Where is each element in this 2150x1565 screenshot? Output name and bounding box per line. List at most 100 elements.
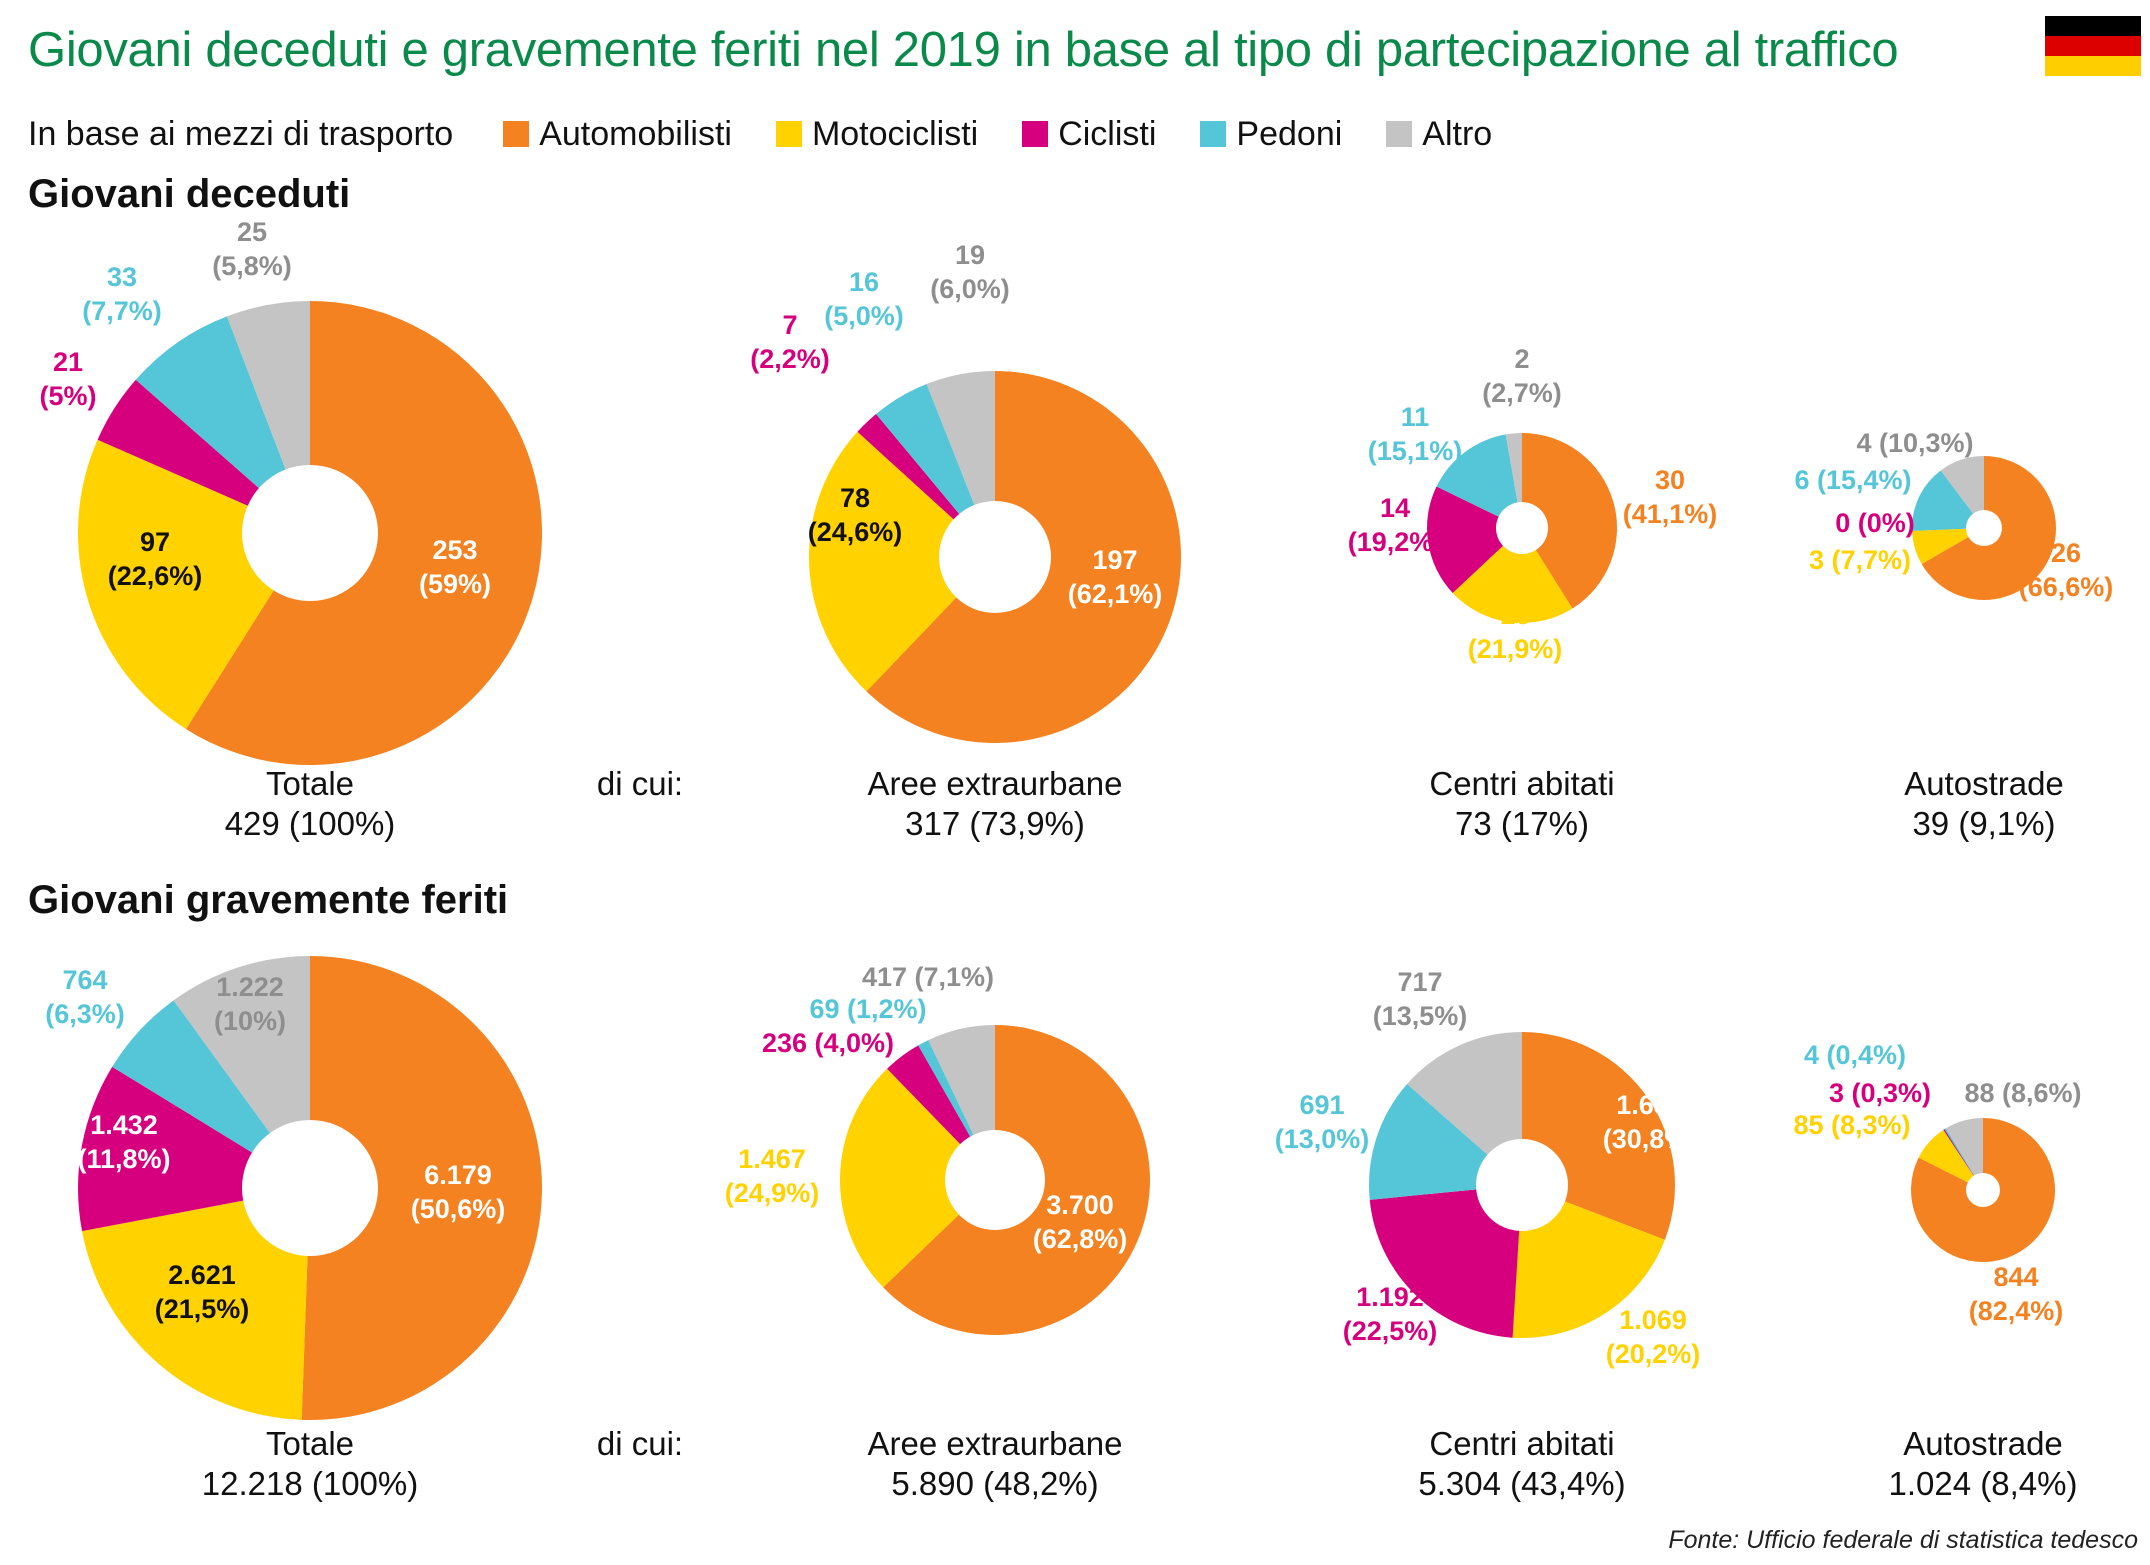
slice-label-line: (5,0%) <box>824 301 904 331</box>
slice-ciclisti <box>1943 1129 1983 1190</box>
slice-label-motociclisti: 16 (21,9%) <box>1468 600 1563 664</box>
chart-total: 1.024 (8,4%) <box>1889 1465 2078 1502</box>
legend-item-automobilisti: Automobilisti <box>503 115 732 154</box>
donut-hole <box>242 465 378 601</box>
chart-total: 5.890 (48,2%) <box>891 1465 1098 1502</box>
slice-altro <box>1940 456 1984 528</box>
slice-label-pedoni: 11 (15,1%) <box>1368 402 1463 466</box>
slice-label-line: (10%) <box>214 1006 286 1036</box>
slice-motociclisti <box>1912 528 1984 564</box>
slice-label-line: (11,8%) <box>77 1144 170 1174</box>
slice-label-line: 19 <box>955 240 985 270</box>
slice-label-line: (19,2%) <box>1348 527 1443 557</box>
slice-label-motociclisti: 85 (8,3%) <box>1793 1110 1910 1140</box>
donut-hole <box>1496 502 1548 554</box>
slice-label-pedoni: 6 (15,4%) <box>1794 465 1911 495</box>
chart-total: 73 (17%) <box>1455 805 1589 842</box>
slice-label-line: 16 <box>1500 600 1530 630</box>
slice-label-altro: 717 (13,5%) <box>1373 967 1468 1031</box>
slice-altro <box>1945 1118 1983 1190</box>
slice-label-line: 197 <box>1092 545 1137 575</box>
slice-label-automobilisti: 3.700 (62,8%) <box>1033 1190 1128 1254</box>
chart-name: Centri abitati <box>1429 765 1614 802</box>
donut-hole <box>939 501 1051 613</box>
legend-item-altro: Altro <box>1386 115 1492 154</box>
slice-label-line: (13,5%) <box>1373 1001 1468 1031</box>
slice-label-line: 85 (8,3%) <box>1793 1110 1910 1140</box>
slice-motociclisti <box>1918 1129 1983 1190</box>
slice-label-line: (22,5%) <box>1343 1316 1438 1346</box>
slice-label-pedoni: 69 (1,2%) <box>809 994 926 1024</box>
slice-label-line: (41,1%) <box>1623 499 1718 529</box>
slice-label-pedoni: 764 (6,3%) <box>45 965 125 1029</box>
slice-motociclisti <box>808 431 995 692</box>
slice-label-line: (13,0%) <box>1275 1124 1370 1154</box>
slice-label-ciclisti: 3 (0,3%) <box>1829 1078 1931 1108</box>
slice-label-line: 97 <box>140 527 170 557</box>
slice-label-line: (15,1%) <box>1368 436 1463 466</box>
slice-label-line: (59%) <box>419 569 491 599</box>
chart-total: 429 (100%) <box>225 805 396 842</box>
slice-label-ciclisti: 7 (2,2%) <box>750 310 830 374</box>
slice-label-line: 417 (7,1%) <box>862 962 994 992</box>
legend-label: Altro <box>1422 114 1493 153</box>
slice-label-line: (5,8%) <box>212 251 292 281</box>
slice-label-ciclisti: 236 (4,0%) <box>762 1028 894 1058</box>
legend-item-ciclisti: Ciclisti <box>1022 115 1156 154</box>
slice-label-ciclisti: 21 (5%) <box>39 347 96 411</box>
slice-label-line: (24,6%) <box>808 517 903 547</box>
donut-hole <box>1476 1139 1568 1231</box>
slice-label-automobilisti: 197 (62,1%) <box>1068 545 1163 609</box>
legend-swatch <box>1386 121 1413 147</box>
slice-label-line: 691 <box>1299 1090 1344 1120</box>
legend-label: Automobilisti <box>539 114 732 153</box>
slice-label-line: 11 <box>1401 402 1430 432</box>
slice-pedoni <box>112 1000 311 1188</box>
slice-label-line: (82,4%) <box>1969 1296 2064 1326</box>
legend-lead: In base ai mezzi di trasporto <box>28 114 454 153</box>
section-title-deaths: Giovani deceduti <box>28 172 351 216</box>
slice-label-motociclisti: 97 (22,6%) <box>108 527 203 591</box>
chart-name: Aree extraurbane <box>868 1425 1123 1462</box>
slice-label-automobilisti: 30 (41,1%) <box>1623 465 1718 529</box>
slice-label-line: (7,7%) <box>82 296 162 326</box>
slice-label-line: (21,9%) <box>1468 634 1563 664</box>
slice-label-automobilisti: 6.179 (50,6%) <box>411 1160 506 1224</box>
slice-label-altro: 4 (10,3%) <box>1856 428 1973 458</box>
slice-label-automobilisti: 1.635 (30,8%) <box>1603 1090 1698 1154</box>
slice-automobilisti <box>301 956 542 1421</box>
di-cui-label: di cui: <box>597 765 683 802</box>
flag-stripe-gold <box>2045 56 2141 76</box>
slice-label-altro: 1.222 (10%) <box>214 972 286 1036</box>
slice-label-line: 26 <box>2051 538 2081 568</box>
legend-label: Pedoni <box>1236 114 1343 153</box>
flag-stripe-red <box>2045 36 2141 56</box>
chart-total: 12.218 (100%) <box>202 1465 418 1502</box>
slice-label-line: (62,8%) <box>1033 1224 1128 1254</box>
slice-label-ciclisti: 1.192 (22,5%) <box>1343 1282 1438 1346</box>
slice-label-automobilisti: 253 (59%) <box>419 535 491 599</box>
slice-label-line: 88 (8,6%) <box>1964 1078 2081 1108</box>
slice-motociclisti <box>840 1068 995 1288</box>
legend-swatch <box>1200 121 1227 147</box>
germany-flag-icon <box>2045 16 2141 76</box>
slice-label-altro: 2 (2,7%) <box>1482 344 1562 408</box>
slice-label-line: (2,2%) <box>750 344 830 374</box>
slice-pedoni <box>1944 1128 1983 1190</box>
slice-label-line: (20,2%) <box>1606 1339 1701 1369</box>
slice-label-automobilisti: 844 (82,4%) <box>1969 1262 2064 1326</box>
slice-label-ciclisti: 1.432 (11,8%) <box>77 1110 170 1174</box>
chart-total: 5.304 (43,4%) <box>1418 1465 1625 1502</box>
legend-item-motociclisti: Motociclisti <box>775 114 979 154</box>
slice-label-pedoni: 16 (5,0%) <box>824 267 904 331</box>
slice-label-line: (30,8%) <box>1603 1124 1698 1154</box>
slice-label-automobilisti: 26 (66,6%) <box>2019 538 2114 602</box>
slice-label-motociclisti: 1.069 (20,2%) <box>1606 1305 1701 1369</box>
slice-altro <box>1407 1032 1522 1185</box>
slice-label-line: (66,6%) <box>2019 572 2114 602</box>
slice-motociclisti <box>1512 1185 1665 1338</box>
slice-label-motociclisti: 1.467 (24,9%) <box>725 1144 820 1208</box>
slice-label-line: 30 <box>1655 465 1685 495</box>
legend-label: Motociclisti <box>811 114 979 153</box>
